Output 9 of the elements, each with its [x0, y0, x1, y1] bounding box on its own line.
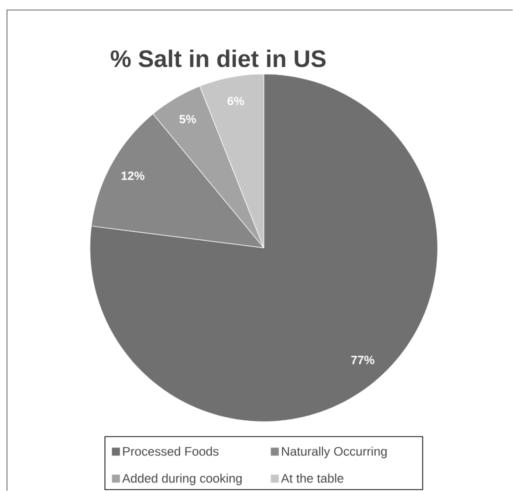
data-label: 6%	[228, 96, 244, 106]
data-label: 77%	[351, 356, 374, 364]
legend-label: At the table	[281, 474, 344, 483]
legend-label: Added during cooking	[122, 474, 242, 486]
chart-title: % Salt in diet in US	[110, 50, 326, 68]
data-label: 5%	[179, 114, 196, 124]
data-label: 12%	[122, 172, 144, 180]
legend-label: Naturally Occurring	[282, 446, 387, 458]
legend-label: Processed Foods	[123, 446, 218, 456]
